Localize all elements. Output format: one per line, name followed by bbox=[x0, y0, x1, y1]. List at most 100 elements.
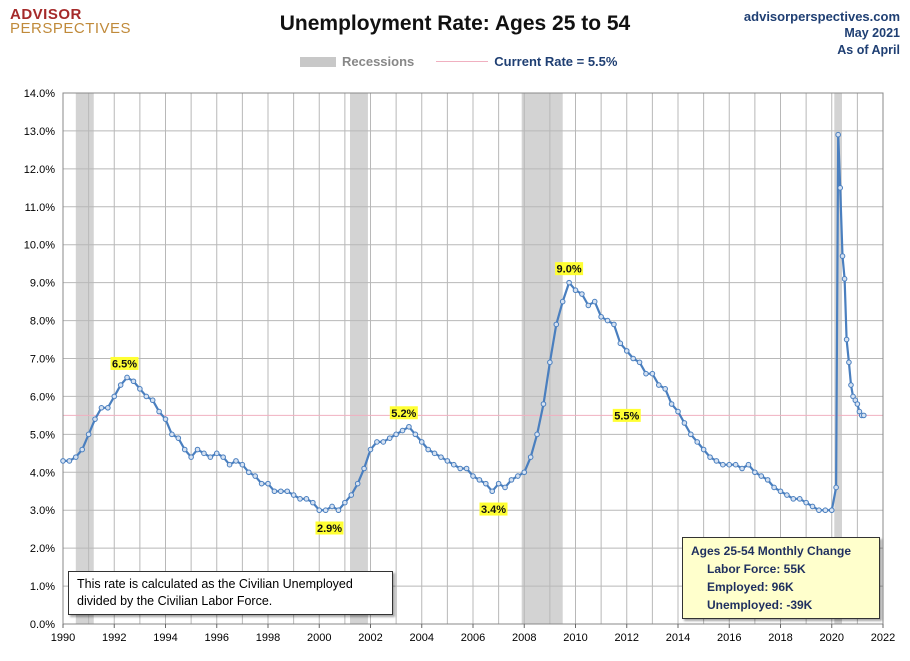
data-point bbox=[162, 416, 169, 422]
data-point bbox=[444, 458, 451, 464]
unemployed-change: Unemployed: -39K bbox=[707, 598, 813, 612]
data-point bbox=[412, 431, 419, 438]
legend-recession-swatch bbox=[300, 56, 336, 67]
data-point bbox=[252, 473, 258, 479]
data-point bbox=[784, 492, 790, 498]
annotation-highlight bbox=[389, 406, 418, 420]
chart-title: Unemployment Rate: Ages 25 to 54 bbox=[279, 12, 631, 35]
data-point bbox=[380, 439, 387, 445]
data-point bbox=[418, 439, 425, 445]
data-point bbox=[137, 386, 143, 392]
data-point bbox=[342, 499, 348, 506]
x-tick-label: 1994 bbox=[153, 632, 177, 644]
data-point bbox=[604, 317, 611, 324]
data-point bbox=[854, 401, 861, 407]
x-tick-label: 1992 bbox=[102, 632, 126, 644]
data-point bbox=[598, 313, 604, 320]
annotation-label: 5.2% bbox=[391, 408, 416, 420]
data-point bbox=[233, 458, 239, 464]
data-point bbox=[143, 393, 150, 400]
labor-force-change: Labor Force: 55K bbox=[707, 562, 806, 576]
x-tick-label: 2020 bbox=[820, 632, 844, 644]
y-tick-label: 12.0% bbox=[24, 164, 55, 176]
data-point bbox=[732, 461, 739, 468]
y-tick-label: 6.0% bbox=[30, 391, 55, 403]
data-point bbox=[226, 461, 233, 468]
data-point bbox=[489, 488, 496, 495]
data-point bbox=[213, 450, 220, 457]
data-point bbox=[649, 370, 656, 377]
data-point bbox=[623, 348, 630, 354]
annotation-highlight bbox=[479, 502, 508, 516]
brand-logo: ADVISOR PERSPECTIVES bbox=[10, 6, 131, 37]
data-point bbox=[675, 408, 681, 415]
data-point bbox=[495, 480, 502, 487]
data-point bbox=[790, 496, 797, 502]
annotation-label: 3.4% bbox=[481, 504, 506, 516]
y-tick-label: 5.0% bbox=[30, 429, 55, 441]
data-point bbox=[720, 461, 726, 468]
x-tick-label: 2008 bbox=[512, 632, 536, 644]
data-point bbox=[149, 397, 156, 404]
brand-line2: PERSPECTIVES bbox=[10, 20, 132, 37]
source-date: May 2021 bbox=[844, 26, 900, 40]
y-tick-label: 13.0% bbox=[24, 126, 55, 138]
chart-legend: Recessions Current Rate = 5.5% bbox=[300, 54, 617, 69]
data-point bbox=[406, 423, 412, 430]
x-tick-label: 1996 bbox=[205, 632, 229, 644]
legend-current-rate-label: Current Rate = 5.5% bbox=[494, 54, 618, 69]
source-block: advisorperspectives.com May 2021 As of A… bbox=[744, 8, 900, 59]
x-tick-label: 2014 bbox=[666, 632, 690, 644]
data-point bbox=[303, 496, 310, 502]
data-point bbox=[431, 450, 438, 457]
x-tick-label: 2022 bbox=[871, 632, 895, 644]
monthly-change-title: Ages 25-54 Monthly Change bbox=[691, 544, 852, 558]
data-point bbox=[553, 321, 560, 328]
data-point bbox=[707, 454, 713, 460]
data-point bbox=[540, 401, 547, 407]
data-point bbox=[822, 507, 829, 514]
data-point bbox=[60, 458, 66, 464]
data-point bbox=[833, 484, 839, 491]
data-point bbox=[239, 461, 246, 468]
data-point bbox=[566, 279, 572, 286]
data-point bbox=[117, 382, 124, 388]
data-point bbox=[809, 503, 816, 510]
data-point bbox=[764, 477, 771, 483]
data-point bbox=[841, 276, 848, 282]
data-point bbox=[393, 431, 399, 438]
data-point bbox=[265, 480, 271, 487]
y-tick-label: 10.0% bbox=[24, 240, 55, 252]
y-tick-label: 1.0% bbox=[30, 581, 55, 593]
y-tick-label: 0.0% bbox=[30, 619, 55, 631]
data-point bbox=[681, 420, 688, 426]
data-point bbox=[579, 291, 585, 297]
data-point bbox=[271, 488, 278, 495]
x-tick-label: 2002 bbox=[358, 632, 382, 644]
data-point bbox=[662, 386, 668, 392]
data-point bbox=[521, 469, 528, 476]
data-point bbox=[694, 439, 701, 445]
monthly-change-box: Ages 25-54 Monthly Change Labor Force: 5… bbox=[682, 537, 880, 619]
x-tick-label: 1990 bbox=[51, 632, 75, 644]
data-point bbox=[98, 405, 105, 411]
data-point bbox=[201, 450, 207, 457]
data-point bbox=[335, 507, 342, 514]
annotation-highlight bbox=[612, 408, 641, 422]
data-point bbox=[130, 378, 137, 385]
data-point bbox=[290, 492, 297, 498]
y-tick-label: 4.0% bbox=[30, 467, 55, 479]
data-point bbox=[617, 340, 624, 347]
data-point bbox=[700, 446, 707, 453]
data-point bbox=[585, 302, 592, 309]
data-point bbox=[796, 496, 803, 502]
data-point bbox=[220, 454, 226, 460]
data-point bbox=[258, 480, 265, 487]
data-point bbox=[739, 465, 745, 472]
data-point bbox=[843, 336, 850, 343]
x-tick-label: 2012 bbox=[615, 632, 639, 644]
definition-note: This rate is calculated as the Civilian … bbox=[68, 571, 393, 615]
x-tick-label: 2010 bbox=[563, 632, 587, 644]
data-point bbox=[278, 488, 284, 495]
data-point bbox=[630, 355, 636, 362]
